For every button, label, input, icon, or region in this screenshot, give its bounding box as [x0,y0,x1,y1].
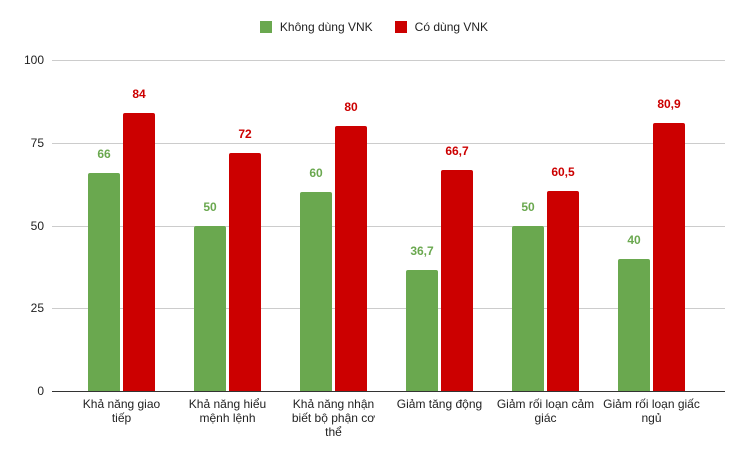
bar-khong-dung-vnk[interactable] [406,269,438,391]
data-label: 72 [238,126,252,141]
y-tick-label: 25 [30,301,44,315]
data-label: 80,9 [657,97,681,112]
data-label: 50 [521,199,535,214]
data-label: 36,7 [410,243,434,258]
x-category-label: Giảm rối loạn giấc ngủ [603,397,700,425]
gridline [52,60,725,61]
bar-co-dung-vnk[interactable] [229,152,261,391]
chart-legend: Không dùng VNK Có dùng VNK [0,20,748,34]
bar-khong-dung-vnk[interactable] [194,225,226,391]
bar-khong-dung-vnk[interactable] [300,192,332,391]
x-axis-line [52,391,725,392]
y-tick-label: 50 [30,219,44,233]
bar-co-dung-vnk[interactable] [123,112,155,391]
y-tick-label: 75 [30,136,44,150]
data-label: 66,7 [445,144,469,159]
gridline [52,226,725,227]
bar-khong-dung-vnk[interactable] [618,258,650,391]
legend-swatch-green [259,21,272,33]
legend-item-khong-dung-vnk[interactable]: Không dùng VNK [259,20,373,34]
legend-item-co-dung-vnk[interactable]: Có dùng VNK [394,20,489,34]
y-tick-label: 0 [37,384,44,398]
data-label: 50 [203,199,217,214]
legend-label: Có dùng VNK [414,20,489,34]
gridline [52,143,725,144]
data-label: 60,5 [551,164,575,179]
gridline [52,308,725,309]
bar-khong-dung-vnk[interactable] [512,225,544,391]
legend-label: Không dùng VNK [279,20,373,34]
data-label: 40 [627,232,641,247]
data-label: 60 [309,166,323,181]
x-category-label: Giảm rối loạn cảm giác [496,397,595,425]
x-category-label: Khả năng giao tiếp [82,397,161,425]
bar-khong-dung-vnk[interactable] [88,172,120,391]
x-category-label: Giảm tăng động [396,397,483,411]
bar-co-dung-vnk[interactable] [335,126,367,391]
bar-co-dung-vnk[interactable] [441,170,473,391]
bar-co-dung-vnk[interactable] [653,123,685,391]
x-category-label: Khả năng nhận biết bộ phận cơ thể [291,397,376,439]
legend-swatch-red [394,21,407,33]
data-label: 80 [344,100,358,115]
x-category-label: Khả năng hiểu mệnh lệnh [188,397,267,425]
data-label: 84 [132,86,146,101]
bar-co-dung-vnk[interactable] [547,190,579,391]
data-label: 66 [97,146,111,161]
y-tick-label: 100 [23,53,44,67]
